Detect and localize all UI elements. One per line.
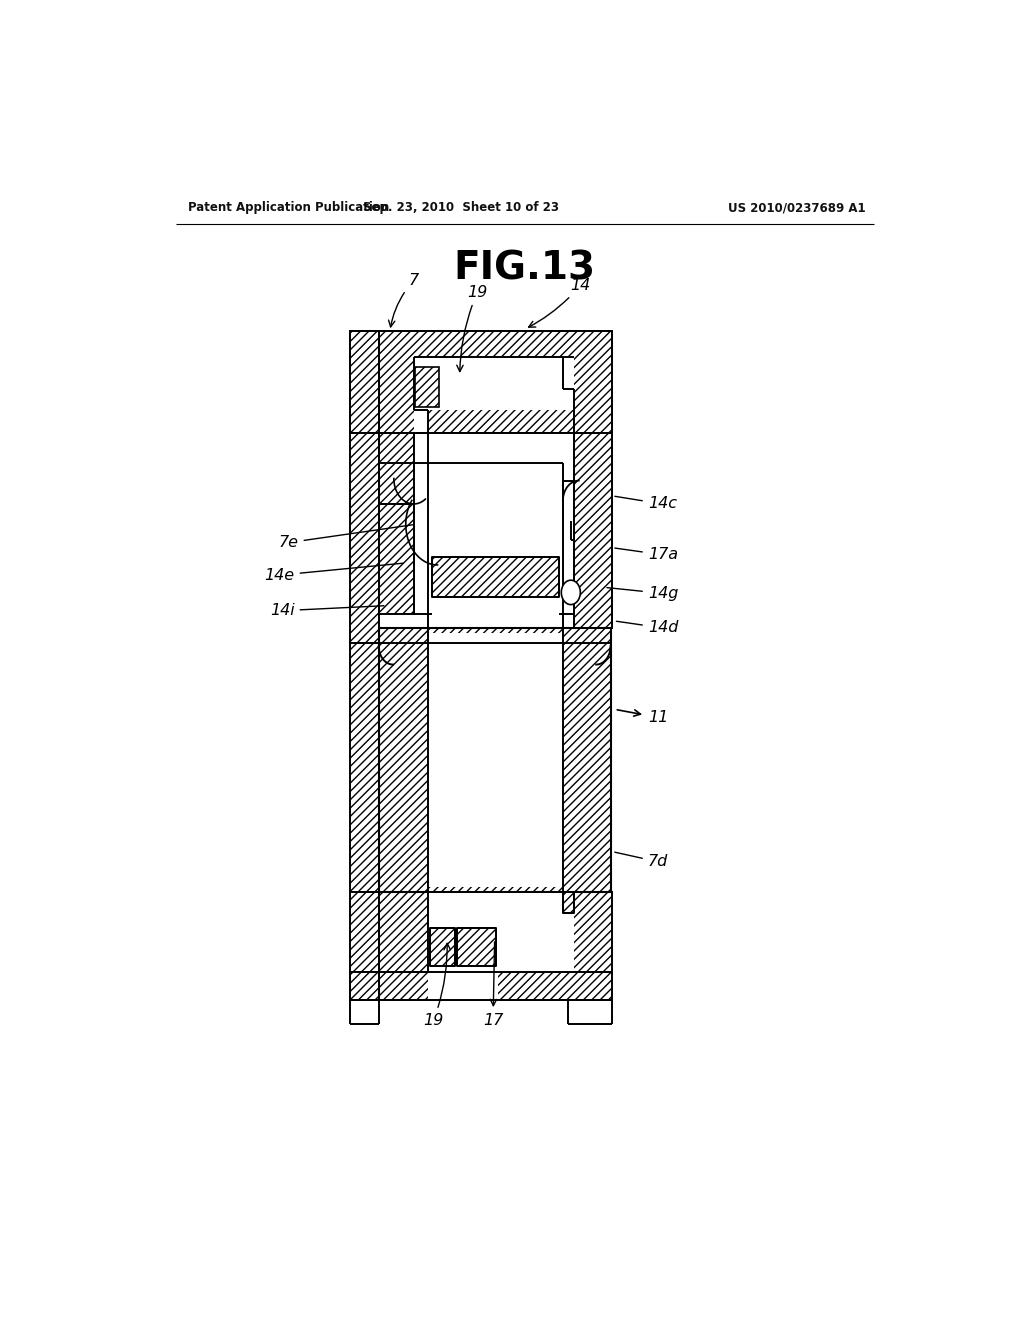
Circle shape <box>561 581 581 605</box>
Text: 7d: 7d <box>614 853 668 870</box>
Text: Sep. 23, 2010  Sheet 10 of 23: Sep. 23, 2010 Sheet 10 of 23 <box>364 201 559 214</box>
Polygon shape <box>379 892 612 972</box>
Text: Patent Application Publication: Patent Application Publication <box>187 201 389 214</box>
Polygon shape <box>350 643 379 892</box>
Polygon shape <box>428 634 563 887</box>
Polygon shape <box>428 892 574 972</box>
Polygon shape <box>416 367 439 408</box>
Text: US 2010/0237689 A1: US 2010/0237689 A1 <box>728 201 866 214</box>
Polygon shape <box>574 433 612 628</box>
Polygon shape <box>414 356 574 411</box>
Polygon shape <box>414 411 428 433</box>
Polygon shape <box>379 972 612 1001</box>
Text: 17: 17 <box>483 941 503 1028</box>
Polygon shape <box>563 892 574 912</box>
Text: 11: 11 <box>617 710 668 725</box>
Text: FIG.13: FIG.13 <box>454 249 596 288</box>
Polygon shape <box>379 628 610 892</box>
Polygon shape <box>563 356 574 389</box>
Polygon shape <box>428 433 563 463</box>
Polygon shape <box>379 331 612 433</box>
Text: 19: 19 <box>457 285 487 371</box>
Text: 14d: 14d <box>616 620 678 635</box>
Text: 17a: 17a <box>614 548 678 562</box>
Polygon shape <box>428 463 563 614</box>
Text: 7: 7 <box>388 273 419 327</box>
Text: 19: 19 <box>423 944 451 1028</box>
Polygon shape <box>457 928 497 966</box>
Polygon shape <box>563 433 574 480</box>
Polygon shape <box>563 480 574 540</box>
Text: 14c: 14c <box>614 496 677 511</box>
Polygon shape <box>428 972 498 1001</box>
Polygon shape <box>430 928 455 966</box>
Polygon shape <box>379 504 414 614</box>
Text: 14g: 14g <box>607 586 678 601</box>
Polygon shape <box>414 433 428 504</box>
Text: 14e: 14e <box>264 564 403 582</box>
Polygon shape <box>432 557 559 598</box>
Polygon shape <box>379 433 414 504</box>
Text: 14: 14 <box>528 279 591 327</box>
Polygon shape <box>350 972 379 1001</box>
Polygon shape <box>350 433 379 643</box>
Text: 7e: 7e <box>279 524 414 550</box>
Polygon shape <box>350 331 379 433</box>
Text: 14i: 14i <box>270 603 384 618</box>
Polygon shape <box>350 892 379 972</box>
